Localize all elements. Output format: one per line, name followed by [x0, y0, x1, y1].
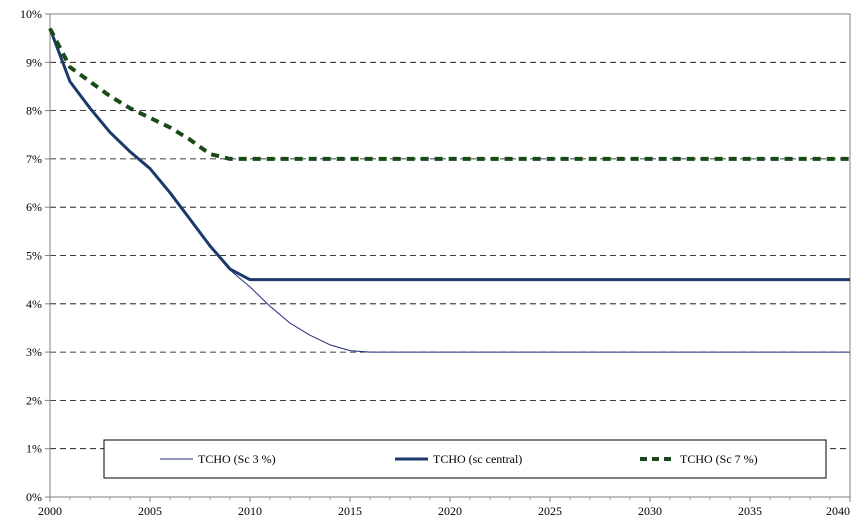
- y-tick-label: 6%: [26, 200, 42, 214]
- x-tick-label: 2010: [238, 504, 262, 518]
- x-tick-label: 2030: [638, 504, 662, 518]
- axes: 0% 1% 2% 3% 4% 5% 6% 7% 8% 9% 10% 2000 2005 2010 2015 2…: [20, 7, 851, 518]
- x-tick-label: 2005: [138, 504, 162, 518]
- y-tick-label: 3%: [26, 345, 42, 359]
- series-group: [48, 27, 850, 353]
- legend-label-1: TCHO (Sc 3 %): [198, 452, 276, 466]
- y-tick-label: 10%: [20, 7, 42, 21]
- y-tick-label: 0%: [26, 490, 42, 504]
- y-tick-label: 2%: [26, 393, 42, 407]
- y-tick-label: 9%: [26, 55, 42, 69]
- y-tick-label: 4%: [26, 297, 42, 311]
- y-tick-label: 8%: [26, 104, 42, 118]
- y-tick-label: 1%: [26, 442, 42, 456]
- legend-box: [103, 439, 827, 479]
- x-tick-label: 2040: [826, 504, 850, 518]
- series-line-3: [48, 27, 850, 161]
- grid-lines: [50, 61, 850, 450]
- legend-label-2: TCHO (sc central): [433, 452, 522, 466]
- series-line-2: [48, 27, 850, 282]
- x-tick-label: 2035: [738, 504, 762, 518]
- x-tick-label: 2000: [38, 504, 62, 518]
- x-tick-label: 2025: [538, 504, 562, 518]
- legend: TCHO (Sc 3 %) TCHO (sc central) TCHO (Sc 7…: [103, 439, 827, 479]
- x-tick-label: 2015: [338, 504, 362, 518]
- y-tick-label: 7%: [26, 152, 42, 166]
- x-tick-label: 2020: [438, 504, 462, 518]
- legend-label-3: TCHO (Sc 7 %): [680, 452, 758, 466]
- y-tick-label: 5%: [26, 249, 42, 263]
